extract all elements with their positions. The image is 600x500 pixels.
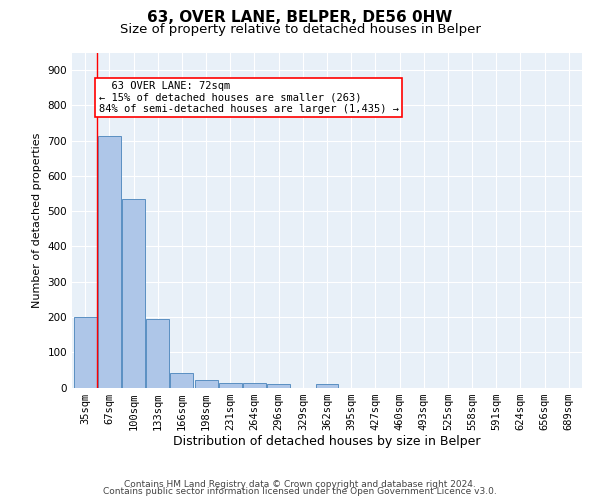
Bar <box>122 199 145 388</box>
Bar <box>316 384 338 388</box>
Bar <box>170 372 193 388</box>
Y-axis label: Number of detached properties: Number of detached properties <box>32 132 42 308</box>
Bar <box>98 136 121 388</box>
X-axis label: Distribution of detached houses by size in Belper: Distribution of detached houses by size … <box>173 436 481 448</box>
Bar <box>243 383 266 388</box>
Bar <box>219 382 242 388</box>
Text: 63 OVER LANE: 72sqm
← 15% of detached houses are smaller (263)
84% of semi-detac: 63 OVER LANE: 72sqm ← 15% of detached ho… <box>98 80 398 114</box>
Text: Contains HM Land Registry data © Crown copyright and database right 2024.: Contains HM Land Registry data © Crown c… <box>124 480 476 489</box>
Bar <box>146 320 169 388</box>
Bar <box>267 384 290 388</box>
Text: Contains public sector information licensed under the Open Government Licence v3: Contains public sector information licen… <box>103 488 497 496</box>
Bar <box>74 317 97 388</box>
Bar <box>194 380 218 388</box>
Text: 63, OVER LANE, BELPER, DE56 0HW: 63, OVER LANE, BELPER, DE56 0HW <box>148 10 452 25</box>
Text: Size of property relative to detached houses in Belper: Size of property relative to detached ho… <box>119 22 481 36</box>
